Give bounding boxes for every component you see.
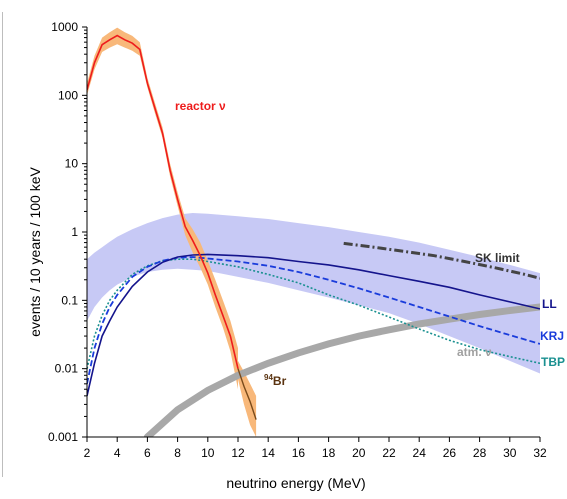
x-tick-label: 8 <box>174 446 181 460</box>
x-tick-label: 32 <box>533 446 547 460</box>
x-tick-label: 6 <box>144 446 151 460</box>
label-atm: atm. ν <box>457 345 492 359</box>
series-atm-nu <box>143 303 540 437</box>
x-tick-label: 14 <box>262 446 276 460</box>
y-tick-label: 100 <box>58 88 78 102</box>
label-94br: 94Br <box>264 373 287 388</box>
x-tick-label: 24 <box>413 446 427 460</box>
label-sk-limit: SK limit <box>475 251 520 265</box>
label-94br-mass: 94 <box>264 373 273 382</box>
series-94br <box>237 368 257 420</box>
x-tick-label: 16 <box>292 446 306 460</box>
label-LL: LL <box>542 297 557 311</box>
x-tick-label: 30 <box>503 446 517 460</box>
y-tick-label: 1000 <box>51 20 78 34</box>
curves-layer <box>87 34 540 437</box>
y-tick-label: 0.001 <box>48 430 78 444</box>
y-tick-label: 10 <box>65 157 79 171</box>
x-tick-label: 28 <box>473 446 487 460</box>
y-axis-title: events / 10 years / 100 keV <box>27 167 43 337</box>
x-tick-label: 2 <box>84 446 91 460</box>
bands-layer <box>87 27 540 437</box>
label-TBP: TBP <box>541 355 565 369</box>
y-tick-label: 0.1 <box>61 293 78 307</box>
x-axis-title: neutrino energy (MeV) <box>226 475 365 491</box>
label-94br-symbol: Br <box>273 374 287 388</box>
label-reactor: reactor ν <box>175 99 226 113</box>
x-tick-label: 4 <box>114 446 121 460</box>
series-LL <box>87 253 540 397</box>
ticks-layer: 2 4 6 8 10 12 14 16 18 20 22 24 26 28 30 320.0010.010.1… <box>48 20 547 460</box>
series-reactor <box>87 34 239 369</box>
left-rule <box>2 12 3 477</box>
x-tick-label: 12 <box>231 446 245 460</box>
x-tick-label: 22 <box>382 446 396 460</box>
reactor-band <box>87 27 238 390</box>
x-tick-label: 20 <box>352 446 366 460</box>
y-tick-label: 1 <box>71 225 78 239</box>
x-tick-label: 26 <box>443 446 457 460</box>
label-KRJ: KRJ <box>540 329 564 343</box>
x-tick-label: 10 <box>201 446 215 460</box>
series-sk-limit <box>343 241 540 280</box>
series-TBP <box>87 258 540 369</box>
x-tick-label: 18 <box>322 446 336 460</box>
y-tick-label: 0.01 <box>55 362 79 376</box>
